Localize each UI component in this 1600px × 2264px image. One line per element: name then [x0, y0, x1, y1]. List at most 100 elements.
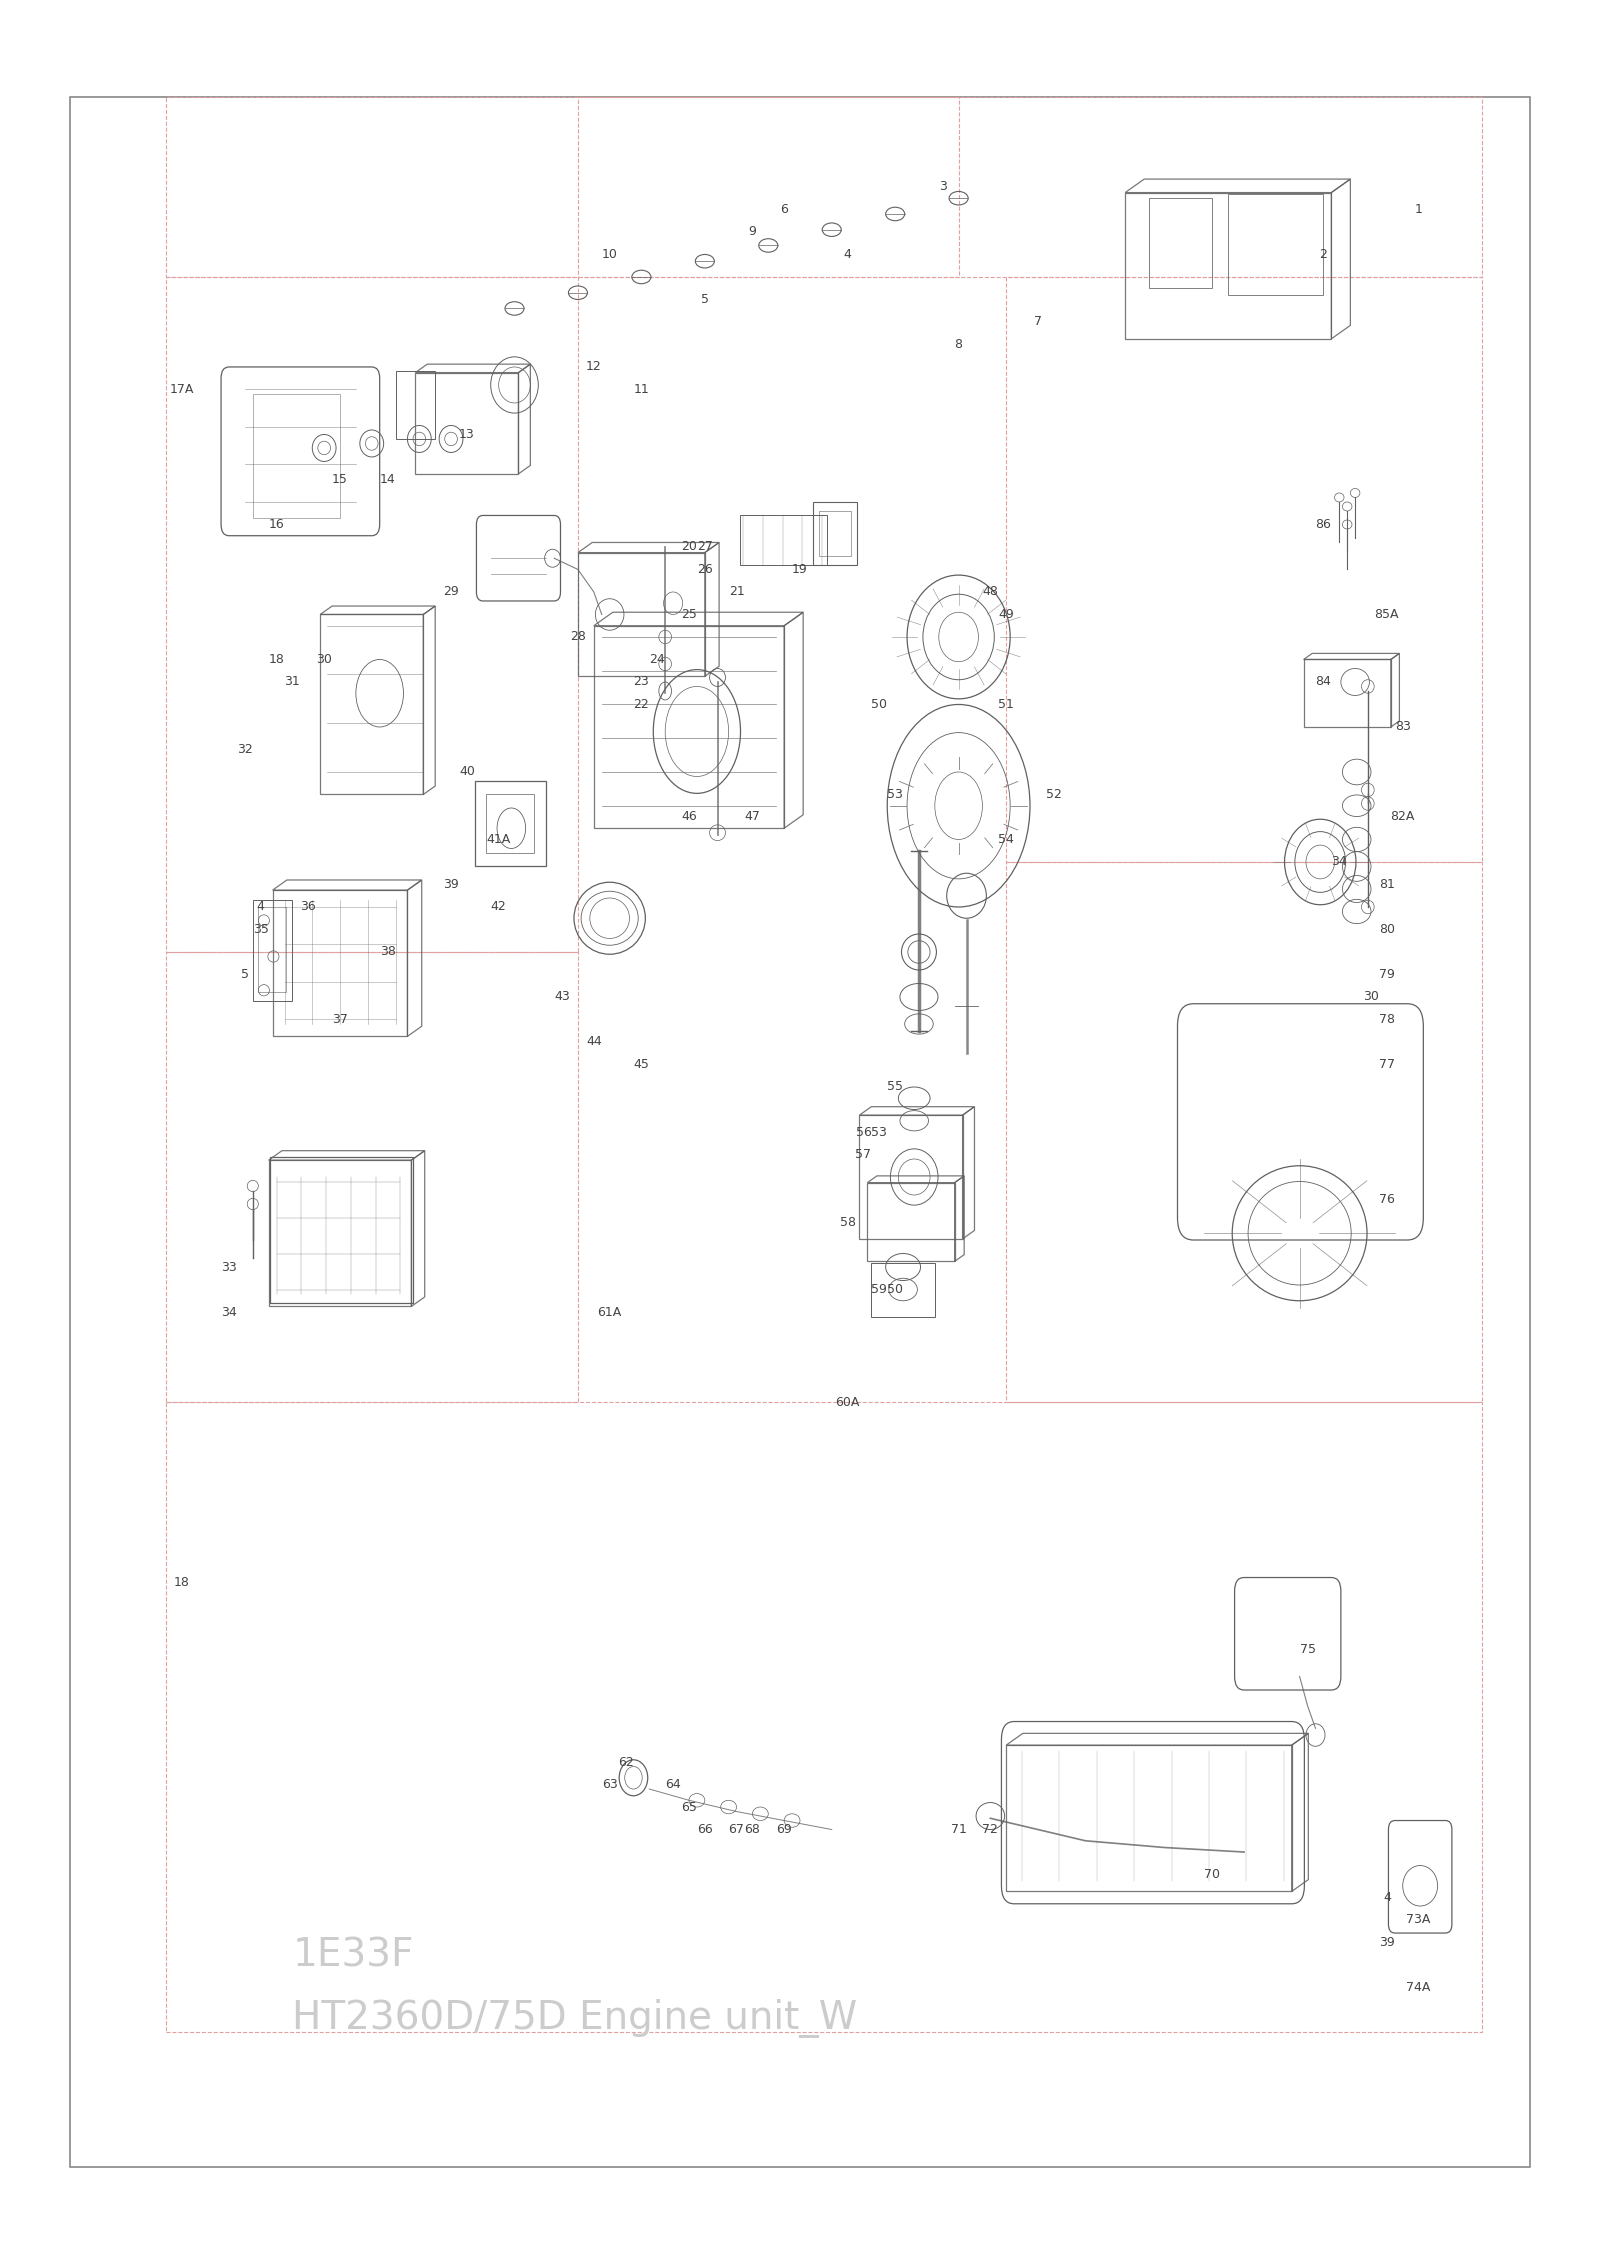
Text: 41A: 41A — [486, 833, 510, 847]
Text: 64: 64 — [666, 1777, 682, 1791]
Text: 30: 30 — [317, 652, 333, 666]
Text: 78: 78 — [1379, 1012, 1395, 1026]
Text: 63: 63 — [602, 1777, 618, 1791]
Text: 7: 7 — [1034, 315, 1042, 328]
Text: 13: 13 — [459, 428, 475, 441]
Bar — [165, 951, 578, 1401]
Text: 59: 59 — [872, 1284, 888, 1295]
Text: 40: 40 — [459, 765, 475, 779]
Text: 80: 80 — [1379, 924, 1395, 935]
Text: 60A: 60A — [835, 1395, 859, 1408]
Text: 52: 52 — [1046, 788, 1062, 801]
Text: 31: 31 — [285, 675, 301, 688]
Text: 21: 21 — [728, 586, 744, 598]
Bar — [813, 503, 858, 566]
Text: 26: 26 — [698, 564, 712, 575]
Text: 51: 51 — [998, 697, 1014, 711]
Text: 11: 11 — [634, 383, 650, 396]
Text: 72: 72 — [982, 1823, 998, 1836]
Text: 85A: 85A — [1374, 609, 1398, 620]
Text: 50: 50 — [872, 697, 888, 711]
Text: 57: 57 — [856, 1148, 872, 1161]
Text: 4: 4 — [256, 901, 264, 912]
Text: 2: 2 — [1320, 249, 1328, 260]
Text: 5: 5 — [242, 969, 250, 980]
Text: 45: 45 — [634, 1057, 650, 1071]
Bar — [395, 371, 435, 439]
Text: 33: 33 — [221, 1261, 237, 1275]
Text: 42: 42 — [491, 901, 507, 912]
Text: 74A: 74A — [1406, 1981, 1430, 1995]
Text: 39: 39 — [1379, 1936, 1395, 1949]
Text: 32: 32 — [237, 743, 253, 756]
Bar — [165, 276, 578, 951]
Text: 35: 35 — [253, 924, 269, 935]
Text: 3: 3 — [939, 181, 947, 192]
Bar — [165, 97, 958, 276]
Text: 6: 6 — [781, 204, 789, 215]
Text: 68: 68 — [744, 1823, 760, 1836]
Text: 19: 19 — [792, 564, 808, 575]
Text: 15: 15 — [333, 473, 347, 487]
Text: 79: 79 — [1379, 969, 1395, 980]
Text: 30: 30 — [1363, 989, 1379, 1003]
Bar — [872, 1263, 934, 1315]
Text: 39: 39 — [443, 878, 459, 892]
Text: 49: 49 — [998, 609, 1014, 620]
Text: 18: 18 — [269, 652, 285, 666]
Text: 65: 65 — [682, 1800, 698, 1813]
Text: 55: 55 — [886, 1080, 902, 1094]
Bar — [1006, 863, 1482, 1401]
Text: 86: 86 — [1315, 518, 1331, 532]
Text: 18: 18 — [173, 1576, 189, 1589]
Bar — [739, 516, 827, 566]
Bar — [1229, 195, 1323, 294]
Text: 73A: 73A — [1406, 1913, 1430, 1927]
Text: 84: 84 — [1315, 675, 1331, 688]
Text: 61A: 61A — [597, 1306, 622, 1318]
Text: 62: 62 — [618, 1755, 634, 1768]
Text: 83: 83 — [1395, 720, 1411, 734]
Bar — [253, 394, 341, 518]
Text: 46: 46 — [682, 811, 698, 824]
Text: 82A: 82A — [1390, 811, 1414, 824]
Text: 56: 56 — [856, 1125, 872, 1139]
Text: 50: 50 — [886, 1284, 902, 1295]
Text: 27: 27 — [698, 541, 712, 552]
Text: 4: 4 — [843, 249, 851, 260]
Text: 37: 37 — [333, 1012, 347, 1026]
Bar — [1006, 276, 1482, 863]
Text: 1E33F
HT2360D/75D Engine unit_W: 1E33F HT2360D/75D Engine unit_W — [293, 1936, 858, 2038]
Text: 67: 67 — [728, 1823, 744, 1836]
Bar — [819, 512, 851, 557]
Text: 69: 69 — [776, 1823, 792, 1836]
Bar — [1149, 199, 1213, 288]
Text: 75: 75 — [1299, 1644, 1315, 1655]
Text: 34: 34 — [1331, 856, 1347, 869]
Bar — [253, 901, 293, 1001]
Text: 53: 53 — [872, 1125, 888, 1139]
Text: 5: 5 — [701, 292, 709, 306]
Text: 54: 54 — [998, 833, 1014, 847]
Text: 48: 48 — [982, 586, 998, 598]
Bar — [578, 97, 1482, 276]
Text: 70: 70 — [1205, 1868, 1221, 1881]
Text: 24: 24 — [650, 652, 666, 666]
Text: 20: 20 — [682, 541, 698, 552]
Bar — [258, 908, 286, 992]
Text: 43: 43 — [554, 989, 570, 1003]
Text: 66: 66 — [698, 1823, 712, 1836]
Text: 9: 9 — [749, 226, 757, 238]
Text: 53: 53 — [888, 788, 902, 801]
Text: 22: 22 — [634, 697, 650, 711]
Text: 38: 38 — [379, 946, 395, 958]
Text: 58: 58 — [840, 1216, 856, 1229]
Text: 36: 36 — [301, 901, 317, 912]
Text: 81: 81 — [1379, 878, 1395, 892]
Text: 25: 25 — [682, 609, 698, 620]
Text: 8: 8 — [955, 337, 963, 351]
Text: 17A: 17A — [170, 383, 194, 396]
Text: 71: 71 — [950, 1823, 966, 1836]
Text: 12: 12 — [586, 360, 602, 374]
Text: 34: 34 — [221, 1306, 237, 1318]
